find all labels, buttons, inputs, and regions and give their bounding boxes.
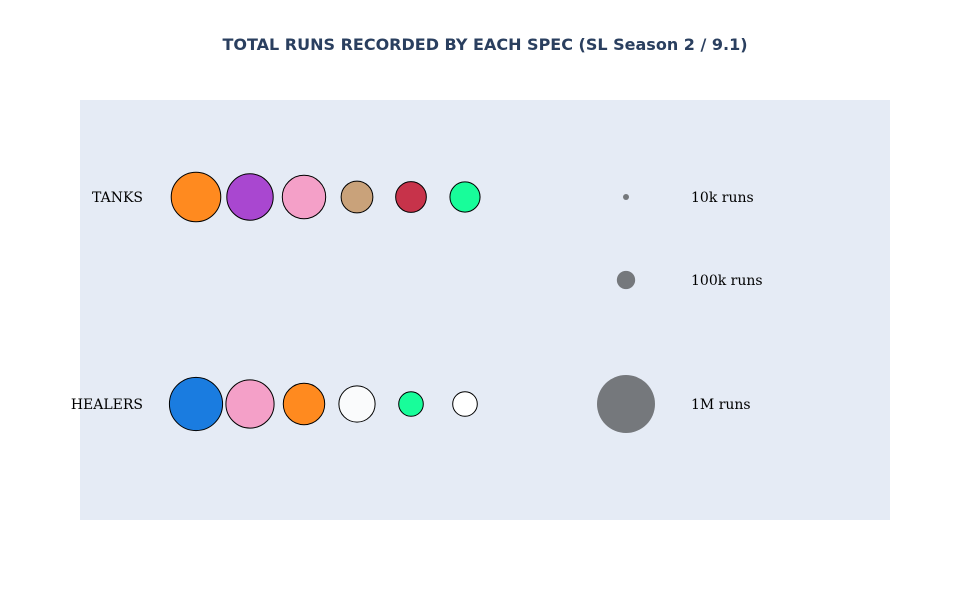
bubble-tanks-1[interactable] xyxy=(170,171,222,223)
bubble-healers-3[interactable] xyxy=(282,382,326,426)
plot-area xyxy=(80,100,890,520)
bubble-healers-2[interactable] xyxy=(225,379,275,429)
row-label-healers: HEALERS xyxy=(71,397,143,413)
row-label-tanks: TANKS xyxy=(92,190,143,206)
bubble-tanks-6[interactable] xyxy=(449,181,481,213)
bubble-healers-5[interactable] xyxy=(398,391,424,417)
bubble-tanks-5[interactable] xyxy=(395,181,427,213)
chart-title: TOTAL RUNS RECORDED BY EACH SPEC (SL Sea… xyxy=(222,35,747,54)
legend-label-2: 100k runs xyxy=(691,273,763,289)
bubble-tanks-2[interactable] xyxy=(226,173,274,221)
size-legend: 10k runs 100k runs 1M runs xyxy=(597,190,763,433)
bubble-healers-6[interactable] xyxy=(452,391,478,417)
bubble-tanks-3[interactable] xyxy=(281,174,327,220)
legend-bubble-3 xyxy=(597,375,655,433)
bubble-tanks-4[interactable] xyxy=(340,180,374,214)
legend-bubble-2 xyxy=(616,270,636,290)
bubble-healers-4[interactable] xyxy=(338,385,376,423)
bubble-healers-1[interactable] xyxy=(168,376,224,432)
legend-label-1: 10k runs xyxy=(691,190,754,206)
bubble-layer: TANKS HEALERS xyxy=(71,171,481,432)
legend-label-3: 1M runs xyxy=(691,397,751,413)
legend-bubble-1 xyxy=(623,194,629,200)
